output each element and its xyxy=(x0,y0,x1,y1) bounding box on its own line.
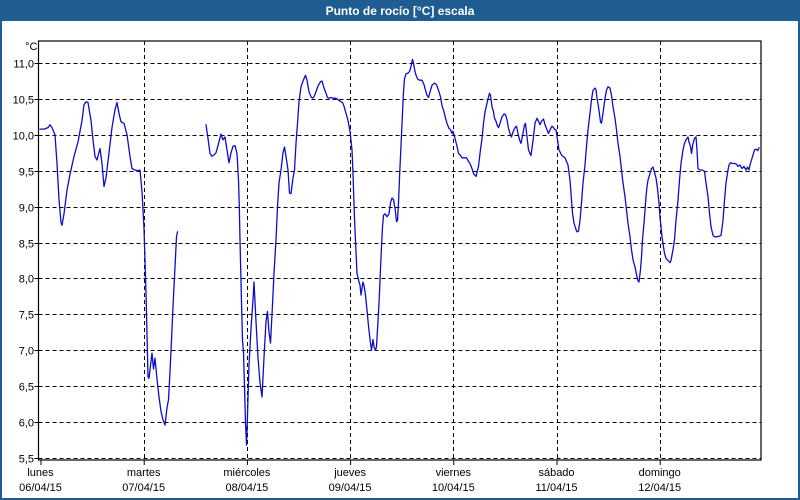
y-tick-label: 9,0 xyxy=(19,203,34,215)
day-label: miércoles xyxy=(223,467,271,479)
date-label: 09/04/15 xyxy=(329,482,372,494)
day-label: martes xyxy=(127,467,161,479)
dewpoint-line xyxy=(39,101,179,426)
unit-label: °C xyxy=(25,41,37,53)
title-bar: Punto de rocío [°C] escala xyxy=(2,2,798,21)
date-label: 06/04/15 xyxy=(19,482,62,494)
chart-title: Punto de rocío [°C] escala xyxy=(325,4,475,18)
y-tick-label: 6,5 xyxy=(19,382,34,394)
day-label: jueves xyxy=(333,467,366,479)
y-tick-label: 11,0 xyxy=(13,59,34,71)
plot-frame xyxy=(37,40,762,461)
date-label: 07/04/15 xyxy=(122,482,165,494)
day-label: viernes xyxy=(436,467,472,479)
day-label: sábado xyxy=(538,467,574,479)
date-label: 10/04/15 xyxy=(432,482,475,494)
day-label: lunes xyxy=(27,467,54,479)
y-tick-label: 7,0 xyxy=(19,346,34,358)
date-label: 11/04/15 xyxy=(535,482,577,494)
date-label: 12/04/15 xyxy=(638,482,681,494)
y-tick-label: 8,5 xyxy=(19,239,34,251)
dewpoint-line xyxy=(205,58,760,446)
y-tick-label: 8,0 xyxy=(19,274,34,286)
y-tick-label: 10,0 xyxy=(13,131,34,143)
y-tick-label: 10,5 xyxy=(13,95,34,107)
y-tick-label: 5,5 xyxy=(19,454,34,466)
dewpoint-chart: 11,0 10,5 10,0 9,5 9,0 8,5 8,0 7,5 7,0 6,5 6,0 5,5l… xyxy=(13,40,762,494)
y-tick-label: 7,5 xyxy=(19,310,34,322)
y-tick-label: 6,0 xyxy=(19,418,34,430)
date-label: 08/04/15 xyxy=(225,482,268,494)
day-label: domingo xyxy=(639,467,681,479)
chart-area: 11,0 10,5 10,0 9,5 9,0 8,5 8,0 7,5 7,0 6,5 6,0 5,5 l… xyxy=(2,21,798,498)
y-tick-label: 9,5 xyxy=(19,167,34,179)
